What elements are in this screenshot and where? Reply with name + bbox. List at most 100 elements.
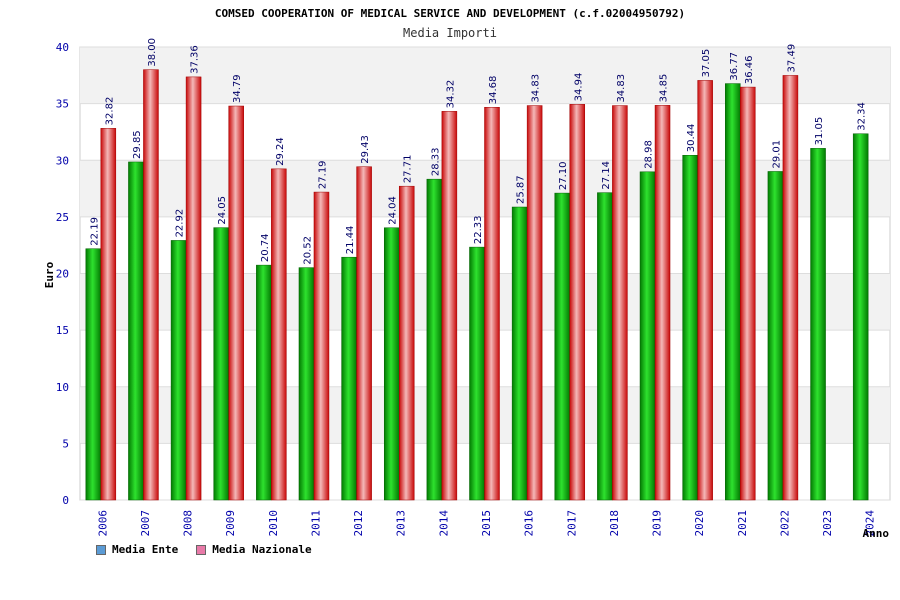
- data-label: 37.49: [786, 44, 797, 73]
- x-tick-label: 2014: [437, 510, 450, 537]
- data-label: 37.36: [190, 45, 201, 74]
- bar-media-ente: [597, 193, 612, 500]
- y-axis-label: Euro: [43, 261, 56, 288]
- data-label: 27.10: [558, 161, 569, 190]
- data-label: 27.71: [403, 155, 414, 184]
- x-tick-label: 2023: [821, 510, 834, 537]
- data-label: 34.68: [488, 76, 499, 105]
- x-tick-label: 2013: [395, 510, 408, 537]
- bar-media-nazionale: [101, 128, 116, 500]
- bar-media-ente: [768, 171, 783, 500]
- y-tick-label: 20: [56, 268, 69, 281]
- data-label: 22.33: [473, 215, 484, 244]
- chart-legend: Media Ente Media Nazionale: [96, 543, 312, 556]
- data-label: 29.01: [771, 140, 782, 169]
- bar-media-ente: [128, 162, 143, 500]
- x-tick-label: 2015: [480, 510, 493, 537]
- data-label: 20.74: [260, 233, 271, 262]
- bar-media-ente: [86, 249, 101, 500]
- y-tick-label: 15: [56, 324, 69, 337]
- data-label: 36.77: [729, 52, 740, 81]
- x-tick-label: 2018: [608, 510, 621, 537]
- data-label: 25.87: [516, 175, 527, 204]
- bar-media-ente: [427, 179, 442, 500]
- y-tick-label: 35: [56, 98, 69, 111]
- bar-media-ente: [853, 134, 868, 500]
- data-label: 29.85: [132, 130, 143, 159]
- x-tick-label: 2010: [267, 510, 280, 537]
- data-label: 31.05: [814, 117, 825, 146]
- bar-media-nazionale: [783, 75, 798, 500]
- data-label: 28.33: [430, 148, 441, 177]
- data-label: 21.44: [345, 226, 356, 255]
- x-tick-label: 2009: [224, 510, 237, 537]
- data-label: 32.82: [104, 97, 115, 126]
- bar-media-nazionale: [399, 186, 414, 500]
- bar-media-nazionale: [186, 77, 201, 500]
- bar-media-ente: [470, 247, 485, 500]
- bar-media-nazionale: [612, 106, 627, 500]
- chart-title: COMSED COOPERATION OF MEDICAL SERVICE AN…: [215, 7, 685, 20]
- y-tick-label: 0: [62, 494, 69, 507]
- x-tick-label: 2021: [736, 510, 749, 537]
- x-tick-label: 2012: [352, 510, 365, 537]
- bar-media-nazionale: [698, 80, 713, 500]
- bar-media-ente: [811, 148, 826, 500]
- x-tick-label: 2011: [309, 510, 322, 537]
- bar-media-ente: [384, 228, 399, 500]
- y-tick-label: 40: [56, 41, 69, 54]
- x-tick-label: 2006: [96, 510, 109, 537]
- data-label: 34.94: [573, 73, 584, 102]
- x-tick-label: 2022: [778, 510, 791, 537]
- bar-media-ente: [299, 268, 314, 500]
- legend-item-media-ente: Media Ente: [96, 543, 178, 556]
- bar-media-nazionale: [527, 106, 542, 500]
- data-label: 27.14: [601, 161, 612, 190]
- data-label: 34.83: [531, 74, 542, 103]
- legend-label: Media Ente: [112, 543, 178, 556]
- bar-media-nazionale: [357, 167, 372, 500]
- bar-media-nazionale: [229, 106, 244, 500]
- bar-media-ente: [683, 155, 698, 500]
- y-tick-label: 30: [56, 154, 69, 167]
- x-tick-label: 2020: [693, 510, 706, 537]
- data-label: 24.04: [388, 196, 399, 225]
- bar-media-nazionale: [655, 105, 670, 500]
- x-tick-label: 2008: [182, 510, 195, 537]
- data-label: 24.05: [217, 196, 228, 225]
- bar-media-ente: [342, 257, 357, 500]
- bar-media-nazionale: [271, 169, 286, 500]
- bar-media-ente: [640, 172, 655, 500]
- bar-chart: COMSED COOPERATION OF MEDICAL SERVICE AN…: [0, 0, 900, 600]
- bar-media-ente: [512, 207, 527, 500]
- bar-media-ente: [725, 84, 740, 500]
- data-label: 29.24: [275, 137, 286, 166]
- grid-band: [80, 47, 890, 104]
- legend-swatch-icon: [196, 545, 206, 555]
- y-tick-label: 25: [56, 211, 69, 224]
- bar-media-ente: [555, 193, 570, 500]
- x-tick-label: 2019: [651, 510, 664, 537]
- data-label: 34.32: [445, 80, 456, 109]
- data-label: 34.83: [616, 74, 627, 103]
- x-tick-label: 2007: [139, 510, 152, 537]
- data-label: 30.44: [686, 124, 697, 153]
- x-tick-label: 2017: [565, 510, 578, 537]
- bar-media-nazionale: [570, 104, 585, 500]
- bar-media-nazionale: [314, 192, 329, 500]
- bar-media-ente: [171, 240, 186, 500]
- data-label: 22.19: [89, 217, 100, 246]
- data-label: 29.43: [360, 135, 371, 164]
- legend-swatch-icon: [96, 545, 106, 555]
- legend-label: Media Nazionale: [212, 543, 311, 556]
- bar-media-nazionale: [143, 70, 158, 500]
- y-tick-label: 10: [56, 381, 69, 394]
- data-label: 34.79: [232, 74, 243, 103]
- legend-item-media-nazionale: Media Nazionale: [196, 543, 311, 556]
- x-tick-label: 2016: [523, 510, 536, 537]
- data-label: 36.46: [744, 55, 755, 84]
- data-label: 32.34: [857, 102, 868, 131]
- data-label: 27.19: [317, 160, 328, 189]
- bar-media-ente: [214, 228, 229, 500]
- x-axis-label: Anno: [863, 527, 890, 540]
